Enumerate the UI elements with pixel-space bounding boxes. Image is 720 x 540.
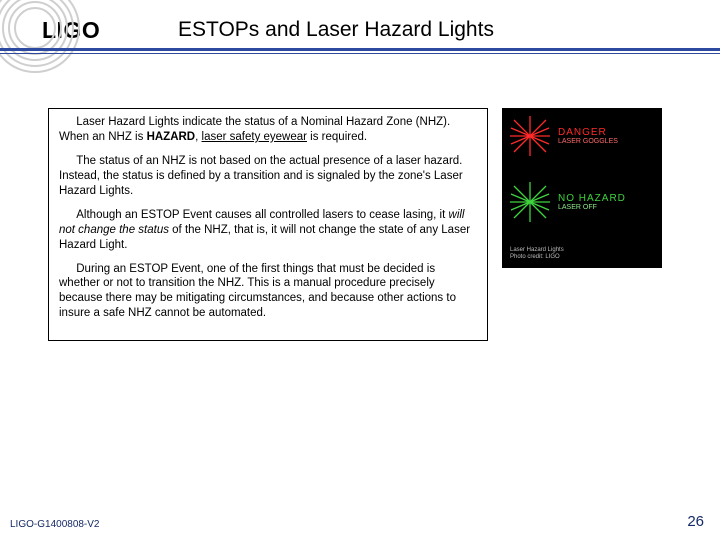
p1-hazard-word: HAZARD bbox=[147, 131, 196, 143]
laser-burst-icon bbox=[510, 116, 550, 156]
page-number: 26 bbox=[687, 513, 704, 530]
slide-header: LIGO ESTOPs and Laser Hazard Lights bbox=[0, 0, 720, 60]
laser-burst-icon bbox=[510, 182, 550, 222]
doc-id: LIGO-G1400808-V2 bbox=[10, 519, 100, 530]
hazard-sign-photo: DANGER LASER GOGGLES NO HAZARD LASER OFF… bbox=[502, 108, 662, 268]
danger-sign-row: DANGER LASER GOGGLES bbox=[510, 116, 654, 156]
p1-text-c: is required. bbox=[307, 131, 367, 143]
body-text-box: Laser Hazard Lights indicate the status … bbox=[48, 108, 488, 341]
ok-sign-text: NO HAZARD LASER OFF bbox=[558, 193, 626, 211]
page-title: ESTOPs and Laser Hazard Lights bbox=[178, 18, 494, 42]
logo-text: LIGO bbox=[42, 17, 100, 44]
paragraph-1: Laser Hazard Lights indicate the status … bbox=[59, 115, 477, 145]
p3-text-a: Although an ESTOP Event causes all contr… bbox=[76, 209, 448, 221]
ok-sub: LASER OFF bbox=[558, 204, 626, 211]
paragraph-3: Although an ESTOP Event causes all contr… bbox=[59, 208, 477, 253]
paragraph-2: The status of an NHZ is not based on the… bbox=[59, 154, 477, 199]
sign-caption: Laser Hazard Lights Photo credit: LIGO bbox=[510, 247, 654, 260]
sign-caption-2: Photo credit: LIGO bbox=[510, 254, 654, 260]
danger-label: DANGER bbox=[558, 127, 618, 138]
title-rule-thin bbox=[0, 53, 720, 54]
ok-sign-row: NO HAZARD LASER OFF bbox=[510, 182, 654, 222]
p1-eyewear-phrase: laser safety eyewear bbox=[202, 131, 307, 143]
ok-label: NO HAZARD bbox=[558, 193, 626, 204]
danger-sub: LASER GOGGLES bbox=[558, 138, 618, 145]
danger-sign-text: DANGER LASER GOGGLES bbox=[558, 127, 618, 145]
title-rule-thick bbox=[0, 48, 720, 51]
paragraph-4: During an ESTOP Event, one of the first … bbox=[59, 262, 477, 322]
